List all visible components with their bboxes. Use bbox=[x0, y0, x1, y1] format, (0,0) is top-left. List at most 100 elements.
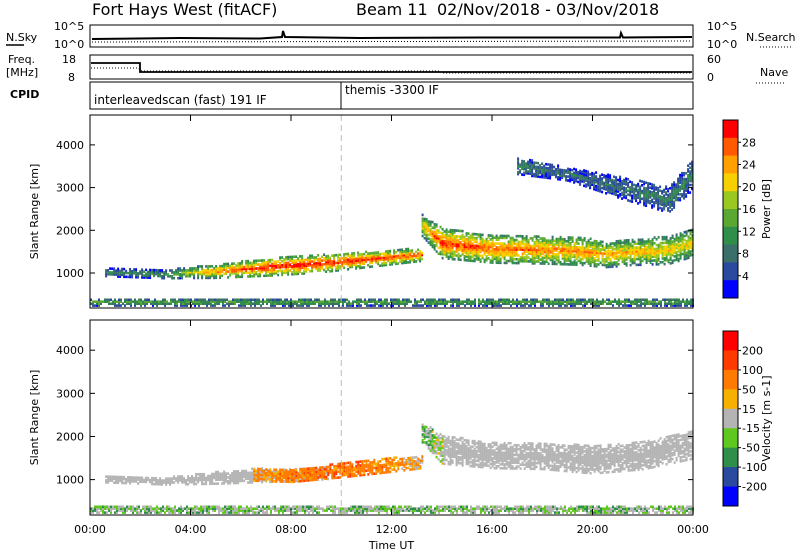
echo-cell bbox=[267, 270, 270, 274]
echo-cell bbox=[375, 257, 378, 260]
echo-cell bbox=[345, 260, 348, 264]
echo-cell bbox=[203, 272, 206, 276]
echo-cell bbox=[641, 250, 644, 253]
echo-cell bbox=[557, 170, 560, 173]
echo-cell bbox=[657, 257, 660, 260]
echo-cell bbox=[456, 304, 458, 307]
echo-cell bbox=[493, 236, 496, 239]
echo-cell bbox=[621, 256, 624, 260]
echo-cell bbox=[281, 478, 284, 481]
echo-cell bbox=[387, 259, 390, 263]
echo-cell bbox=[613, 247, 616, 251]
echo-cell bbox=[363, 260, 366, 264]
echo-cell bbox=[226, 302, 228, 305]
echo-cell bbox=[575, 174, 578, 177]
echo-cell bbox=[371, 259, 374, 263]
echo-cell bbox=[665, 241, 668, 245]
echo-cell bbox=[691, 160, 694, 164]
freq-trace bbox=[91, 62, 692, 73]
echo-cell bbox=[239, 471, 242, 475]
echo-cell bbox=[320, 302, 322, 305]
echo-cell bbox=[381, 262, 384, 265]
echo-cell bbox=[165, 479, 168, 482]
echo-cell bbox=[141, 276, 144, 279]
echo-cell bbox=[648, 300, 650, 303]
echo-cell bbox=[493, 244, 496, 247]
echo-cell bbox=[161, 271, 164, 274]
echo-cell bbox=[667, 209, 670, 212]
echo-cell bbox=[553, 243, 556, 246]
echo-cell bbox=[479, 250, 482, 254]
echo-cell bbox=[392, 300, 394, 303]
echo-cell bbox=[331, 269, 334, 273]
echo-cell bbox=[315, 466, 318, 470]
echo-cell bbox=[465, 251, 468, 254]
echo-cell bbox=[201, 482, 204, 486]
echo-cell bbox=[517, 244, 520, 248]
echo-cell bbox=[323, 259, 326, 262]
echo-cell bbox=[475, 233, 478, 236]
echo-cell bbox=[653, 195, 656, 198]
echo-cell bbox=[615, 182, 618, 185]
echo-cell bbox=[535, 167, 538, 170]
echo-cell bbox=[655, 251, 658, 255]
echo-cell bbox=[285, 265, 288, 269]
echo-cell bbox=[139, 480, 142, 483]
echo-cell bbox=[607, 244, 610, 248]
echo-cell bbox=[333, 465, 336, 468]
echo-cell bbox=[677, 193, 680, 196]
echo-cell bbox=[327, 262, 330, 266]
echo-cell bbox=[427, 224, 430, 227]
echo-cell bbox=[507, 244, 510, 247]
echo-cell bbox=[581, 257, 584, 261]
echo-cell bbox=[489, 251, 492, 255]
echo-cell bbox=[579, 248, 582, 251]
echo-cell bbox=[245, 267, 248, 271]
echo-cell bbox=[637, 238, 640, 242]
echo-cell bbox=[673, 200, 676, 204]
echo-cell bbox=[545, 254, 548, 258]
echo-cell bbox=[257, 272, 260, 276]
echo-cell bbox=[619, 179, 622, 182]
echo-cell bbox=[231, 266, 234, 269]
echo-cell bbox=[565, 175, 568, 178]
echo-cell bbox=[290, 298, 292, 302]
echo-cell bbox=[623, 252, 626, 256]
echo-cell bbox=[333, 254, 336, 257]
echo-cell bbox=[199, 474, 202, 478]
echo-cell bbox=[197, 478, 200, 482]
echo-cell bbox=[515, 257, 518, 261]
echo-cell bbox=[339, 464, 342, 467]
echo-cell bbox=[616, 300, 618, 303]
echo-cell bbox=[177, 267, 180, 270]
echo-cell bbox=[435, 229, 438, 232]
echo-cell bbox=[452, 300, 454, 303]
echo-cell bbox=[109, 477, 112, 480]
echo-cell bbox=[233, 268, 236, 271]
echo-cell bbox=[215, 476, 218, 480]
echo-cell bbox=[363, 473, 366, 477]
echo-cell bbox=[407, 257, 410, 260]
echo-cell bbox=[229, 481, 232, 485]
echo-cell bbox=[415, 256, 418, 259]
echo-cell bbox=[259, 473, 262, 477]
echo-cell bbox=[157, 272, 160, 276]
echo-cell bbox=[461, 251, 464, 254]
echo-cell bbox=[263, 473, 266, 477]
echo-cell bbox=[307, 477, 310, 480]
echo-cell bbox=[133, 270, 136, 273]
echo-cell bbox=[451, 253, 454, 257]
y-tick-label: 4000 bbox=[56, 139, 84, 152]
echo-cell bbox=[126, 300, 128, 303]
echo-cell bbox=[543, 176, 546, 179]
echo-cell bbox=[470, 300, 472, 303]
echo-cell bbox=[415, 250, 418, 254]
echo-cell bbox=[363, 459, 366, 463]
cpid-strip-panel: CPID interleavedscan (fast) 191 IF themi… bbox=[10, 81, 694, 110]
echo-cell bbox=[350, 302, 352, 305]
echo-cell bbox=[155, 272, 158, 276]
echo-cell bbox=[281, 263, 284, 267]
echo-cell bbox=[274, 304, 276, 307]
echo-cell bbox=[373, 458, 376, 462]
echo-cell bbox=[436, 304, 438, 307]
